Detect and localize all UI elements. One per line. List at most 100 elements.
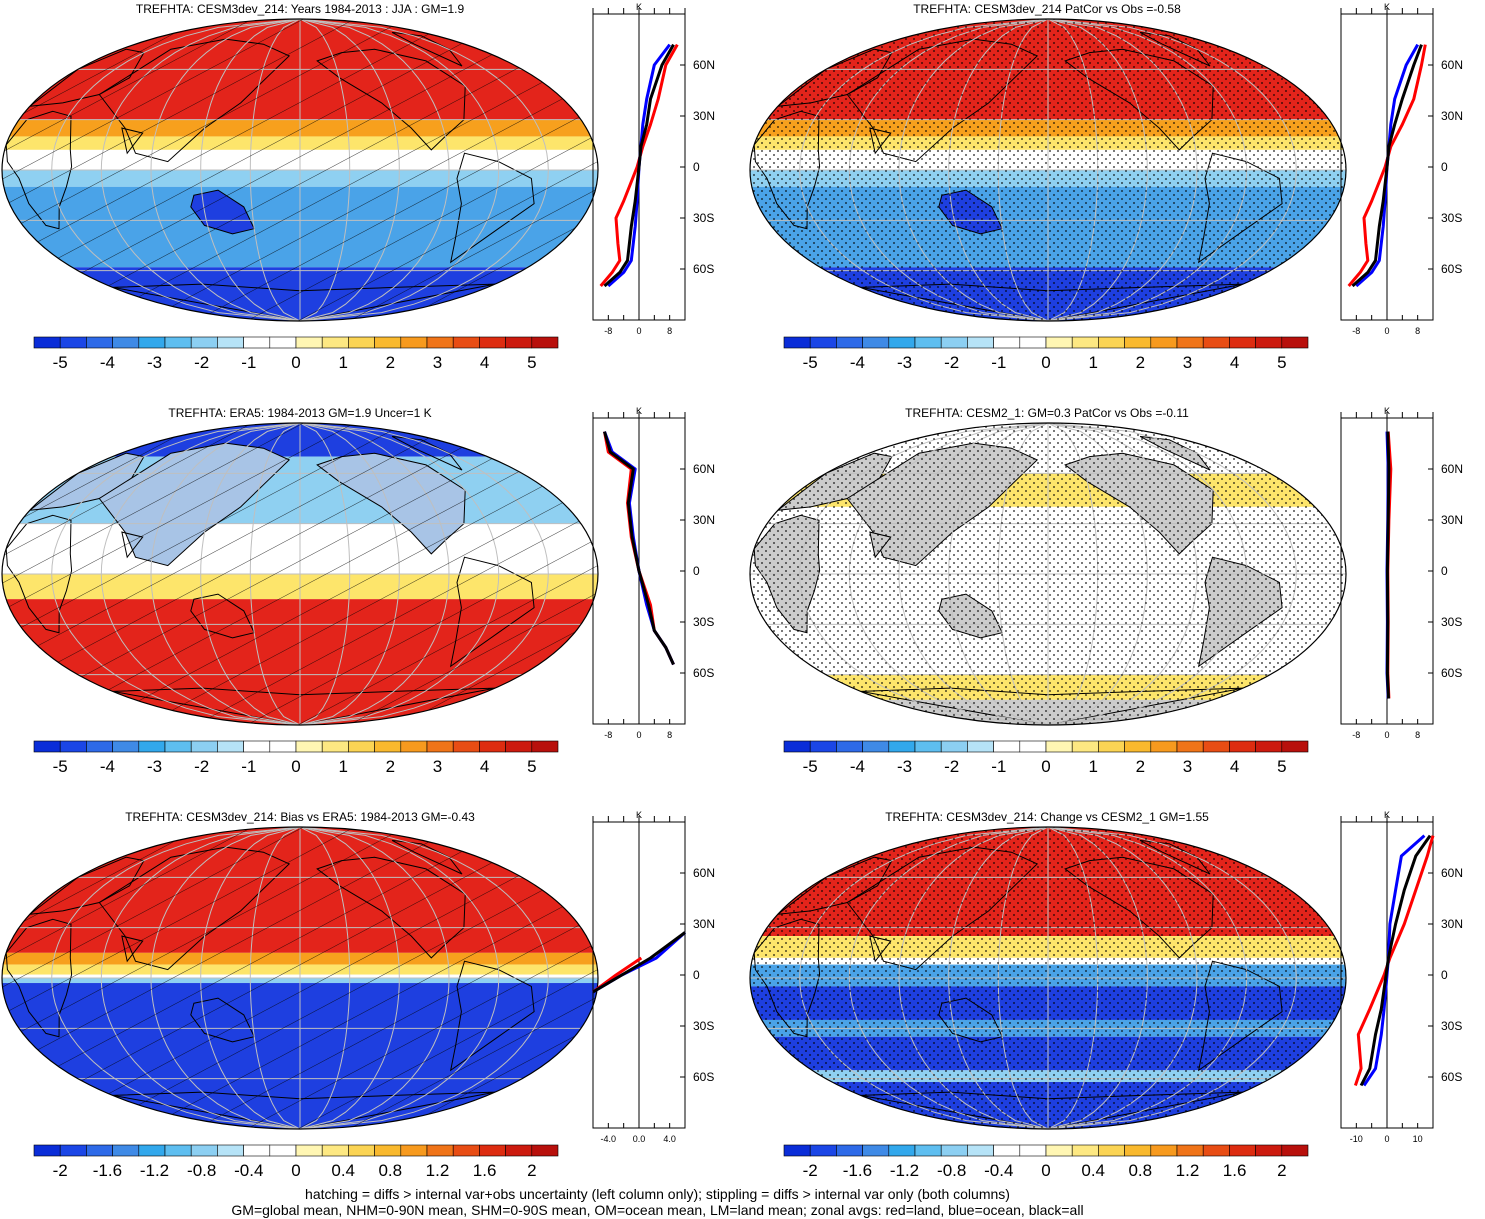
colorbar-swatch (1202, 740, 1230, 753)
zonal-units-label: K (1384, 2, 1390, 12)
zonal-lat-label: 60N (693, 866, 715, 880)
colorbar-swatch (348, 1144, 375, 1157)
colorbar-swatch (967, 740, 994, 753)
colorbar-label: 1.2 (426, 1161, 450, 1180)
colorbar-swatch (1150, 336, 1178, 349)
colorbar-swatch (809, 336, 837, 349)
colorbar-swatch (426, 1144, 454, 1157)
zonal-curve-all (1385, 431, 1391, 699)
map-panel-change (749, 826, 1347, 1130)
colorbar-label: -3 (147, 757, 162, 776)
colorbar-swatch (190, 1144, 218, 1157)
colorbar-label: 4 (480, 757, 489, 776)
colorbar-swatch (967, 1144, 994, 1157)
colorbar-swatch (59, 740, 87, 753)
zonal-mean-plot-change: K 60N 30N 0 30S 60S -10 0 10 (1340, 810, 1463, 1144)
colorbar-swatch (1045, 740, 1073, 753)
colorbar-swatch (138, 740, 166, 753)
colorbar-swatch (321, 740, 349, 753)
colorbar-swatch (400, 740, 428, 753)
colorbar-swatch (1019, 740, 1047, 753)
colorbar-label: 5 (527, 353, 536, 372)
colorbar-swatch (1281, 1144, 1309, 1157)
zonal-lat-label: 30S (1441, 211, 1462, 225)
colorbar-label: -3 (897, 757, 912, 776)
colorbar-swatch (888, 740, 916, 753)
colorbar-label: 3 (1183, 353, 1192, 372)
colorbar-swatch (295, 336, 323, 349)
zonal-lat-label: 30N (693, 109, 715, 123)
colorbar-swatch (269, 336, 297, 349)
colorbar-swatch (531, 1144, 559, 1157)
zonal-curve-land (1347, 44, 1427, 287)
zonal-lat-label: 30N (693, 513, 715, 527)
colorbar-swatch (348, 740, 375, 753)
colorbar-swatch (190, 336, 218, 349)
colorbar-label: 1.2 (1176, 1161, 1200, 1180)
colorbar-label: 1 (338, 757, 347, 776)
colorbar-label: 0 (1041, 353, 1050, 372)
colorbar-swatch (914, 336, 942, 349)
colorbar-swatch (164, 1144, 192, 1157)
zonal-x-tick-label: 8 (667, 730, 672, 740)
colorbar-label: 1.6 (1223, 1161, 1247, 1180)
colorbar-swatch (940, 336, 968, 349)
zonal-curve-all (603, 43, 675, 288)
colorbar-swatch (1019, 1144, 1047, 1157)
colorbar-label: 0.8 (1128, 1161, 1152, 1180)
colorbar-label: -3 (147, 353, 162, 372)
colorbar-label: -0.8 (937, 1161, 966, 1180)
zonal-lat-label: 0 (693, 564, 700, 578)
colorbar-swatch (1176, 740, 1204, 753)
panel-title-cesm2: TREFHTA: CESM2_1: GM=0.3 PatCor vs Obs =… (905, 406, 1189, 420)
colorbar-swatch (836, 740, 863, 753)
colorbar-swatch (164, 336, 192, 349)
colorbar-swatch (33, 336, 61, 349)
colorbar-swatch (862, 336, 890, 349)
colorbar-label: 1 (338, 353, 347, 372)
colorbar-swatch (138, 1144, 166, 1157)
zonal-lat-label: 60S (1441, 262, 1462, 276)
zonal-mean-plot-era5: K 60N 30N 0 30S 60S -8 0 8 (592, 406, 715, 740)
map-panel-temp-cesm3 (1, 18, 599, 322)
zonal-lat-label: 30S (693, 211, 714, 225)
colorbar-swatch (505, 740, 533, 753)
map-panel-cesm2 (749, 422, 1347, 726)
colorbar-swatch (1098, 336, 1125, 349)
colorbar-swatch (452, 740, 480, 753)
colorbar-label: -5 (803, 757, 818, 776)
zonal-x-tick-label: 8 (667, 326, 672, 336)
colorbar-label: 4 (1230, 353, 1239, 372)
colorbar-swatch (400, 336, 428, 349)
zonal-mean-plot-patcor-cesm3: K 60N 30N 0 30S 60S -8 0 8 (1340, 2, 1463, 336)
colorbar-label: -0.4 (234, 1161, 263, 1180)
colorbar-label: 4 (480, 353, 489, 372)
colorbar-swatch (1124, 740, 1152, 753)
colorbar-swatch (1150, 1144, 1178, 1157)
colorbar-label: -1 (241, 757, 256, 776)
colorbar-swatch (112, 336, 140, 349)
colorbar-swatch (993, 336, 1021, 349)
colorbar-swatch (1255, 336, 1283, 349)
zonal-lat-label: 60N (1441, 462, 1463, 476)
colorbar-label: 5 (1277, 757, 1286, 776)
colorbar-change: -2 -1.6 -1.2 -0.8 -0.4 0 0.4 0.8 1.2 1.6 2 (783, 1144, 1309, 1180)
colorbar-label: -1.6 (843, 1161, 872, 1180)
colorbar-swatch (452, 1144, 480, 1157)
colorbar-swatch (1229, 336, 1256, 349)
colorbar-swatch (1281, 740, 1309, 753)
zonal-curve-all (603, 431, 675, 666)
zonal-lat-label: 30N (1441, 917, 1463, 931)
colorbar-label: -2 (944, 353, 959, 372)
colorbar-label: 0.4 (1081, 1161, 1105, 1180)
colorbar-label: 2 (1136, 757, 1145, 776)
colorbar-label: -2 (194, 757, 209, 776)
colorbar-swatch (1098, 1144, 1125, 1157)
panel-title-temp-cesm3: TREFHTA: CESM3dev_214: Years 1984-2013 :… (135, 2, 465, 16)
colorbar-swatch (33, 740, 61, 753)
colorbar-swatch (914, 740, 942, 753)
colorbar-swatch (243, 1144, 271, 1157)
colorbar-label: -1.6 (93, 1161, 122, 1180)
colorbar-swatch (1176, 1144, 1204, 1157)
map-border (1, 18, 599, 322)
